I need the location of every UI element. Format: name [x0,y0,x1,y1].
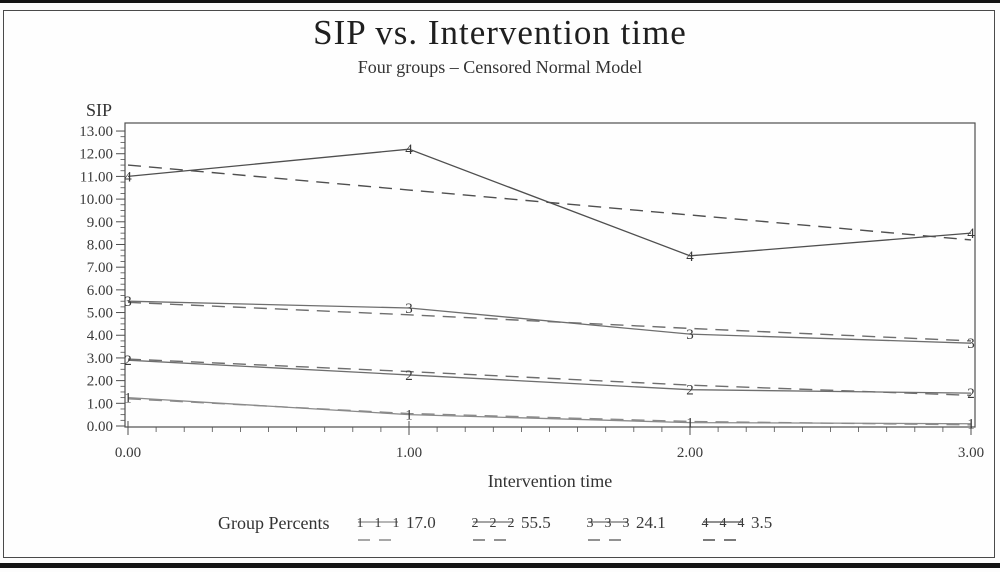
data-marker-group-2: 2 [967,386,975,402]
observed-line-group-3 [127,300,972,344]
data-marker-group-4: 4 [124,169,132,185]
x-tick-label: 2.00 [677,445,703,461]
y-tick-label: 4.00 [87,328,113,344]
x-tick-label: 1.00 [396,445,422,461]
chart-title: SIP vs. Intervention time [313,13,687,52]
legend-title: Group Percents [218,513,330,533]
data-marker-group-2: 2 [405,368,413,384]
observed-line-group-4 [127,148,972,257]
y-tick-label: 13.00 [79,124,113,140]
y-tick-label: 5.00 [87,306,113,322]
bottom-rule [0,563,1000,568]
legend-percent-label-group-4: 3.5 [751,513,772,532]
legend-marker-group-2: 2 [490,516,497,531]
legend-marker-group-3: 3 [605,516,612,531]
observed-line-group-1 [127,396,972,425]
data-marker-group-2: 2 [124,353,132,369]
data-marker-group-2: 2 [686,383,694,399]
legend-marker-group-1: 1 [393,516,400,531]
y-tick-label: 9.00 [87,215,113,231]
observed-line-group-2 [127,359,972,394]
legend-marker-group-3: 3 [623,516,630,531]
legend-marker-group-1: 1 [357,516,364,531]
data-marker-group-3: 3 [967,336,975,352]
y-tick-label: 10.00 [79,192,113,208]
predicted-line-group-1 [127,398,972,426]
top-rule [0,0,1000,3]
data-marker-group-1: 1 [405,408,413,424]
chart-frame [3,10,995,558]
data-marker-group-1: 1 [967,417,975,433]
plot-frame-box [124,122,976,428]
data-marker-group-3: 3 [686,327,694,343]
y-tick-label: 2.00 [87,374,113,390]
x-axis-label: Intervention time [487,471,613,491]
legend-marker-group-1: 1 [375,516,382,531]
x-tick-label: 0.00 [115,445,141,461]
data-marker-group-3: 3 [124,294,132,310]
data-marker-group-4: 4 [967,226,975,242]
legend-percent-label-group-2: 55.5 [521,513,551,532]
predicted-line-group-2 [127,358,972,397]
x-tick-label: 3.00 [958,445,984,461]
legend-percent-label-group-1: 17.0 [406,513,436,532]
y-tick-label: 11.00 [80,169,113,185]
y-tick-label: 1.00 [87,396,113,412]
data-marker-group-4: 4 [686,249,694,265]
y-tick-label: 12.00 [79,147,113,163]
y-tick-label: 0.00 [87,419,113,435]
data-marker-group-4: 4 [405,142,413,158]
y-tick-label: 8.00 [87,237,113,253]
y-tick-label: 3.00 [87,351,113,367]
data-marker-group-1: 1 [686,416,694,432]
legend-marker-group-4: 4 [702,516,709,531]
y-axis-label: SIP [86,100,113,120]
legend-marker-group-2: 2 [508,516,515,531]
legend-marker-group-4: 4 [720,516,727,531]
legend-marker-group-2: 2 [472,516,479,531]
data-marker-group-3: 3 [405,301,413,317]
legend-marker-group-3: 3 [587,516,594,531]
y-tick-label: 7.00 [87,260,113,276]
legend-marker-group-4: 4 [738,516,745,531]
y-tick-label: 6.00 [87,283,113,299]
legend-percent-label-group-3: 24.1 [636,513,666,532]
data-marker-group-1: 1 [124,391,132,407]
chart-subtitle: Four groups – Censored Normal Model [357,57,643,77]
